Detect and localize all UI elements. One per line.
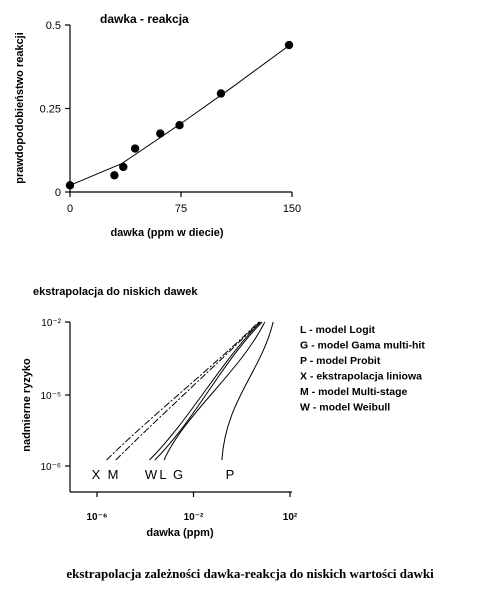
chart2-curve-label-x: X	[92, 467, 101, 482]
chart2-curve-w	[149, 321, 261, 461]
chart1-y-tick-label: 0.5	[46, 20, 61, 32]
chart2-curve-label-m: M	[108, 467, 119, 482]
chart1-data-point	[175, 121, 184, 130]
chart2-curve-label-w: W	[145, 467, 158, 482]
chart2-curve-m	[115, 321, 260, 461]
chart2-y-tick-label: 10⁻⁶	[40, 462, 61, 473]
chart2-curve-label-p: P	[226, 467, 235, 482]
chart2-curve-x	[106, 321, 259, 461]
chart1-data-point	[65, 181, 75, 190]
chart2-y-tick-label: 10⁻⁵	[40, 391, 61, 402]
chart1-data-point	[156, 129, 165, 138]
chart1-x-tick-label: 75	[175, 203, 187, 215]
chart1-x-label: dawka (ppm w diecie)	[110, 227, 223, 239]
chart2-curve-p	[221, 321, 274, 461]
dose-response-chart: dawka - reakcja 0 0.25 0.5 0 75 150 prawdopo…	[14, 12, 301, 239]
low-dose-extrapolation-chart: ekstrapolacja do niskich dawek 10⁻⁶ 10⁻⁵ 1…	[21, 286, 425, 539]
chart2-x-label: dawka (ppm)	[146, 527, 214, 539]
chart1-title: dawka - reakcja	[100, 12, 189, 26]
chart1-data-point	[216, 89, 226, 98]
chart2-y-label: nadmierne ryzyko	[21, 358, 33, 452]
chart1-data-point	[284, 40, 294, 50]
chart1-data-point	[110, 171, 119, 180]
chart2-curve-label-g: G	[173, 467, 183, 482]
chart1-y-tick-label: 0.25	[40, 104, 61, 116]
chart1-x-tick-label: 0	[67, 203, 73, 215]
chart1-y-tick-label: 0	[55, 187, 61, 199]
chart2-x-tick-label: 10⁻²	[184, 512, 204, 523]
chart1-data-point	[130, 144, 140, 153]
chart2-legend-entry: M - model Multi-stage	[300, 386, 407, 398]
chart1-fit-line	[69, 42, 293, 186]
chart2-curve-g	[163, 321, 266, 461]
figure-caption: ekstrapolacja zależności dawka-reakcja d…	[66, 566, 434, 581]
chart2-title: ekstrapolacja do niskich dawek	[33, 286, 198, 298]
chart2-legend-entry: X - ekstrapolacja liniowa	[300, 371, 422, 383]
chart1-y-label: prawdopodobieństwo reakcji	[14, 32, 26, 184]
chart2-legend-entry: G - model Gama multi-hit	[300, 340, 425, 352]
chart2-legend-entry: W - model Weibull	[300, 402, 390, 414]
chart2-legend-entry: L - model Logit	[300, 324, 376, 336]
chart2-x-tick-label: 10²	[283, 512, 298, 523]
chart2-legend-entry: P - model Probit	[300, 355, 381, 367]
chart2-x-tick-label: 10⁻⁶	[86, 512, 107, 523]
chart1-x-tick-label: 150	[283, 203, 301, 215]
chart2-y-tick-label: 10⁻²	[41, 318, 61, 329]
chart2-curve-label-l: L	[159, 467, 166, 482]
chart2-curve-l	[154, 321, 263, 461]
chart1-data-point	[119, 162, 128, 172]
